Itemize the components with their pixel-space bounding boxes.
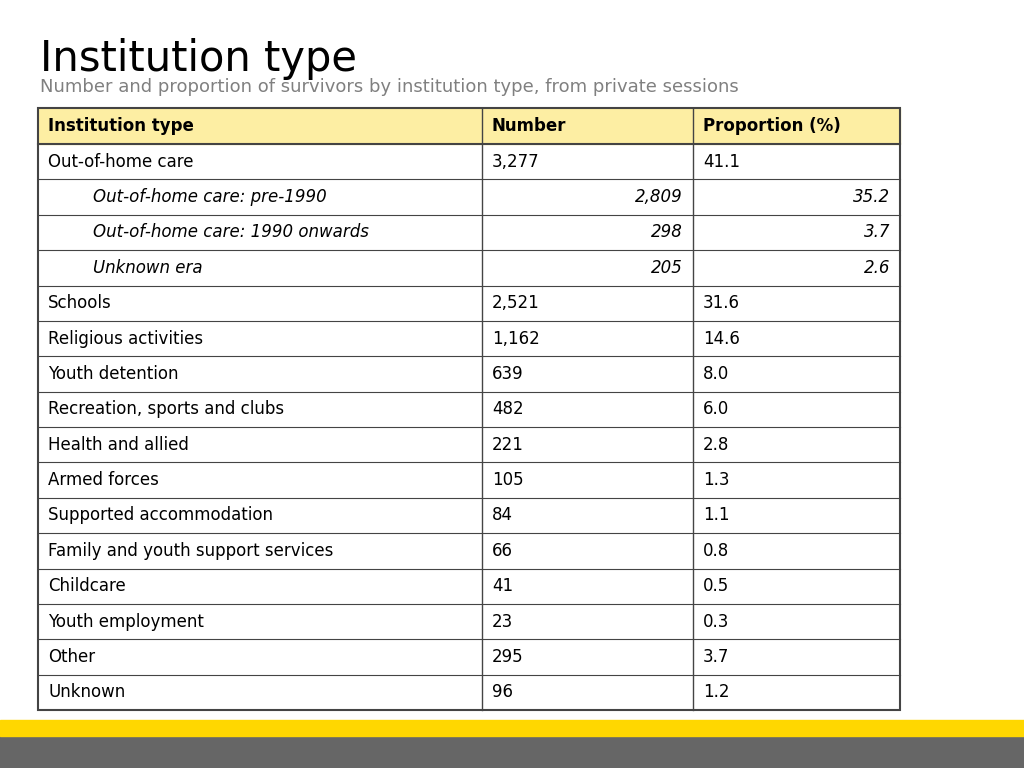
Text: 0.8: 0.8 [703, 541, 729, 560]
Text: Health and allied: Health and allied [48, 435, 188, 454]
Text: 96: 96 [492, 684, 513, 701]
Text: Number and proportion of survivors by institution type, from private sessions: Number and proportion of survivors by in… [40, 78, 738, 96]
Text: 298: 298 [651, 223, 683, 241]
Text: Family and youth support services: Family and youth support services [48, 541, 334, 560]
Text: Schools: Schools [48, 294, 112, 312]
Text: 0.3: 0.3 [703, 613, 729, 631]
Text: 6.0: 6.0 [703, 400, 729, 419]
Text: 0.5: 0.5 [703, 578, 729, 595]
Text: Youth detention: Youth detention [48, 365, 178, 383]
Bar [38, 108, 900, 144]
Text: 295: 295 [492, 648, 523, 666]
Text: Other: Other [48, 648, 95, 666]
Text: Out-of-home care: Out-of-home care [48, 153, 194, 170]
Text: 31.6: 31.6 [703, 294, 740, 312]
Text: 41.1: 41.1 [703, 153, 740, 170]
Text: Out-of-home care: 1990 onwards: Out-of-home care: 1990 onwards [93, 223, 369, 241]
Text: Unknown era: Unknown era [93, 259, 203, 276]
Text: 105: 105 [492, 471, 523, 489]
Text: Religious activities: Religious activities [48, 329, 203, 348]
Text: Armed forces: Armed forces [48, 471, 159, 489]
Text: 1,162: 1,162 [492, 329, 540, 348]
Text: Youth employment: Youth employment [48, 613, 204, 631]
Bar [38, 108, 900, 710]
Text: 2,521: 2,521 [492, 294, 540, 312]
Text: Number: Number [492, 117, 566, 135]
Text: Out-of-home care: pre-1990: Out-of-home care: pre-1990 [93, 188, 327, 206]
Text: Childcare: Childcare [48, 578, 126, 595]
Text: 205: 205 [651, 259, 683, 276]
Text: Recreation, sports and clubs: Recreation, sports and clubs [48, 400, 284, 419]
Text: 1.3: 1.3 [703, 471, 730, 489]
Text: 3,277: 3,277 [492, 153, 540, 170]
Text: 1.1: 1.1 [703, 506, 730, 525]
Text: 482: 482 [492, 400, 523, 419]
Text: 23: 23 [492, 613, 513, 631]
Text: Proportion (%): Proportion (%) [703, 117, 841, 135]
Text: 3.7: 3.7 [703, 648, 729, 666]
Text: 41: 41 [492, 578, 513, 595]
Text: 2.8: 2.8 [703, 435, 729, 454]
Text: 221: 221 [492, 435, 524, 454]
Text: 84: 84 [492, 506, 513, 525]
Text: Institution type: Institution type [40, 38, 357, 80]
Text: 2.6: 2.6 [863, 259, 890, 276]
Text: Unknown: Unknown [48, 684, 125, 701]
Text: 8.0: 8.0 [703, 365, 729, 383]
Text: 66: 66 [492, 541, 513, 560]
Text: Institution type: Institution type [48, 117, 194, 135]
Text: 14.6: 14.6 [703, 329, 740, 348]
Text: 639: 639 [492, 365, 523, 383]
Text: 1.2: 1.2 [703, 684, 730, 701]
Bar [0, 736, 1024, 768]
Bar [0, 720, 1024, 736]
Text: 2,809: 2,809 [635, 188, 683, 206]
Text: Supported accommodation: Supported accommodation [48, 506, 273, 525]
Text: 3.7: 3.7 [863, 223, 890, 241]
Text: 35.2: 35.2 [853, 188, 890, 206]
